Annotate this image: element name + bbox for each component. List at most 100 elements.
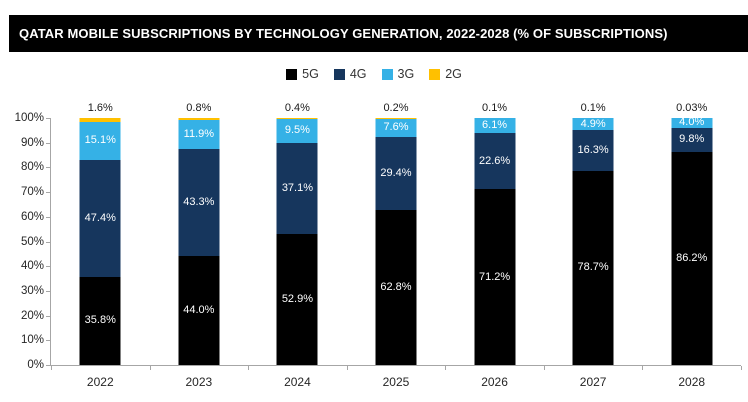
- segment-5g-2026: 71.2%: [474, 189, 516, 365]
- y-axis: 0% 10% 20% 30% 40% 50% 60% 70% 80% 90% 100%: [0, 112, 44, 371]
- legend-swatch-2g: [429, 68, 441, 80]
- segment-4g-2023: 43.3%: [178, 149, 220, 257]
- x-axis-tick-mark: [445, 366, 447, 370]
- legend-label-3g: 3G: [397, 67, 415, 81]
- y-axis-tick-mark: [46, 118, 50, 119]
- bar-stack-2022: 15.1% 47.4% 35.8%: [79, 118, 121, 365]
- y-axis-tick-label: 40%: [20, 260, 44, 273]
- y-axis-tick-label: 90%: [20, 136, 44, 149]
- x-axis-label-2024: 2024: [284, 375, 311, 389]
- chart-title-bar: QATAR MOBILE SUBSCRIPTIONS BY TECHNOLOGY…: [9, 15, 748, 52]
- data-label-3g-2025: 7.6%: [383, 121, 409, 134]
- data-label-3g-2028: 4.0%: [679, 116, 705, 129]
- y-axis-tick-mark: [46, 192, 50, 194]
- data-label-3g-2026: 6.1%: [482, 119, 508, 132]
- data-label-4g-2024: 37.1%: [281, 182, 314, 195]
- y-axis-tick-label: 60%: [20, 210, 44, 223]
- bar-column-2022: 1.6% 15.1% 47.4% 35.8% 2022: [51, 102, 150, 389]
- segment-2g-2024: [276, 118, 318, 120]
- segment-3g-2026: 6.1%: [474, 118, 516, 134]
- bar-column-2026: 0.1% 6.1% 22.6% 71.2% 2026: [445, 102, 544, 389]
- legend-item-4g: 4G: [333, 67, 367, 81]
- y-axis-tick-mark: [46, 216, 50, 218]
- segment-3g-2022: 15.1%: [79, 122, 121, 160]
- y-axis-tick-mark: [46, 241, 50, 243]
- x-axis-tick-mark: [741, 366, 742, 370]
- segment-3g-2025: 7.6%: [375, 118, 417, 138]
- segment-3g-2028: 4.0%: [671, 116, 713, 129]
- data-label-2g-above-2025: 0.2%: [383, 102, 409, 114]
- chart-title: QATAR MOBILE SUBSCRIPTIONS BY TECHNOLOGY…: [19, 26, 668, 41]
- data-label-2g-above-2026: 0.1%: [482, 102, 508, 114]
- bar-stack-2027: 4.9% 16.3% 78.7%: [572, 118, 614, 365]
- x-axis-label-2027: 2027: [579, 375, 607, 389]
- data-label-5g-2026: 71.2%: [478, 270, 511, 283]
- data-label-5g-2022: 35.8%: [84, 314, 116, 327]
- segment-4g-2022: 47.4%: [79, 159, 121, 277]
- x-axis-tick-mark: [248, 366, 250, 370]
- legend-swatch-5g: [286, 68, 298, 80]
- bar-column-2027: 0.1% 4.9% 16.3% 78.7% 2027: [544, 102, 643, 389]
- bar-stack-2028: 4.0% 9.8% 86.2%: [671, 116, 713, 365]
- data-label-4g-2026: 22.6%: [478, 154, 511, 167]
- segment-4g-2026: 22.6%: [474, 133, 516, 190]
- data-label-5g-2023: 44.0%: [183, 304, 215, 317]
- data-label-4g-2027: 16.3%: [577, 144, 609, 156]
- segment-4g-2024: 37.1%: [276, 142, 318, 235]
- data-label-2g-above-2022: 1.6%: [87, 102, 113, 115]
- y-axis-tick-mark: [46, 290, 50, 292]
- segment-4g-2028: 9.8%: [671, 127, 713, 153]
- bar-stack-2026: 6.1% 22.6% 71.2%: [474, 118, 516, 365]
- legend-item-2g: 2G: [429, 67, 462, 81]
- segment-5g-2023: 44.0%: [178, 256, 220, 365]
- y-axis-tick-label: 50%: [20, 235, 44, 248]
- segment-3g-2027: 4.9%: [572, 118, 614, 131]
- data-label-4g-2028: 9.8%: [679, 133, 705, 146]
- data-label-2g-above-2027: 0.1%: [580, 102, 606, 114]
- x-axis-label-2026: 2026: [481, 375, 508, 389]
- legend-label-2g: 2G: [445, 67, 462, 81]
- legend-label-4g: 4G: [349, 67, 367, 81]
- data-label-4g-2025: 29.4%: [380, 167, 412, 180]
- legend-label-5g: 5G: [302, 67, 319, 81]
- y-axis-tick-label: 0%: [27, 359, 44, 371]
- data-label-5g-2027: 78.7%: [577, 261, 609, 274]
- bar-stack-2024: 9.5% 37.1% 52.9%: [276, 118, 318, 365]
- segment-4g-2025: 29.4%: [375, 137, 417, 210]
- bar-column-2025: 0.2% 7.6% 29.4% 62.8% 2025: [347, 102, 446, 389]
- x-axis-tick-mark: [543, 366, 545, 370]
- segment-5g-2022: 35.8%: [79, 276, 121, 365]
- data-label-4g-2022: 47.4%: [84, 211, 116, 224]
- x-axis-label-2022: 2022: [86, 375, 114, 389]
- x-axis-tick-mark: [51, 366, 52, 370]
- data-label-4g-2023: 43.3%: [183, 196, 215, 209]
- x-axis-tick-mark: [149, 366, 151, 370]
- bar-column-2023: 0.8% 11.9% 43.3% 44.0% 2023: [150, 102, 249, 389]
- bar-column-2024: 0.4% 9.5% 37.1% 52.9% 2024: [248, 102, 347, 389]
- y-axis-tick-label: 10%: [20, 334, 44, 347]
- y-axis-tick-mark: [46, 315, 50, 317]
- data-label-3g-2024: 9.5%: [284, 124, 310, 137]
- segment-5g-2027: 78.7%: [572, 170, 614, 365]
- bar-stack-2023: 11.9% 43.3% 44.0%: [178, 118, 220, 365]
- legend-item-5g: 5G: [286, 67, 319, 81]
- legend-swatch-4g: [333, 68, 345, 80]
- data-label-5g-2025: 62.8%: [380, 280, 412, 293]
- data-label-3g-2023: 11.9%: [183, 128, 215, 141]
- data-label-2g-above-2023: 0.8%: [186, 102, 212, 114]
- legend-item-3g: 3G: [381, 67, 415, 81]
- segment-4g-2027: 16.3%: [572, 130, 614, 171]
- x-axis-tick-mark: [642, 366, 644, 370]
- segment-3g-2024: 9.5%: [276, 119, 318, 143]
- y-axis-tick-mark: [46, 266, 50, 268]
- segment-5g-2024: 52.9%: [276, 234, 318, 365]
- segment-5g-2025: 62.8%: [375, 209, 417, 365]
- segment-5g-2028: 86.2%: [671, 152, 713, 365]
- data-label-2g-above-2028: 0.03%: [676, 101, 708, 114]
- plot-area: 1.6% 15.1% 47.4% 35.8% 2022 0.8% 11.9% 43.3% 44.…: [46, 102, 742, 389]
- y-axis-tick-label: 30%: [20, 284, 44, 297]
- segment-3g-2023: 11.9%: [178, 120, 220, 150]
- y-axis-tick-mark: [46, 340, 50, 342]
- y-axis-tick-label: 20%: [20, 309, 44, 322]
- legend-swatch-3g: [381, 68, 393, 80]
